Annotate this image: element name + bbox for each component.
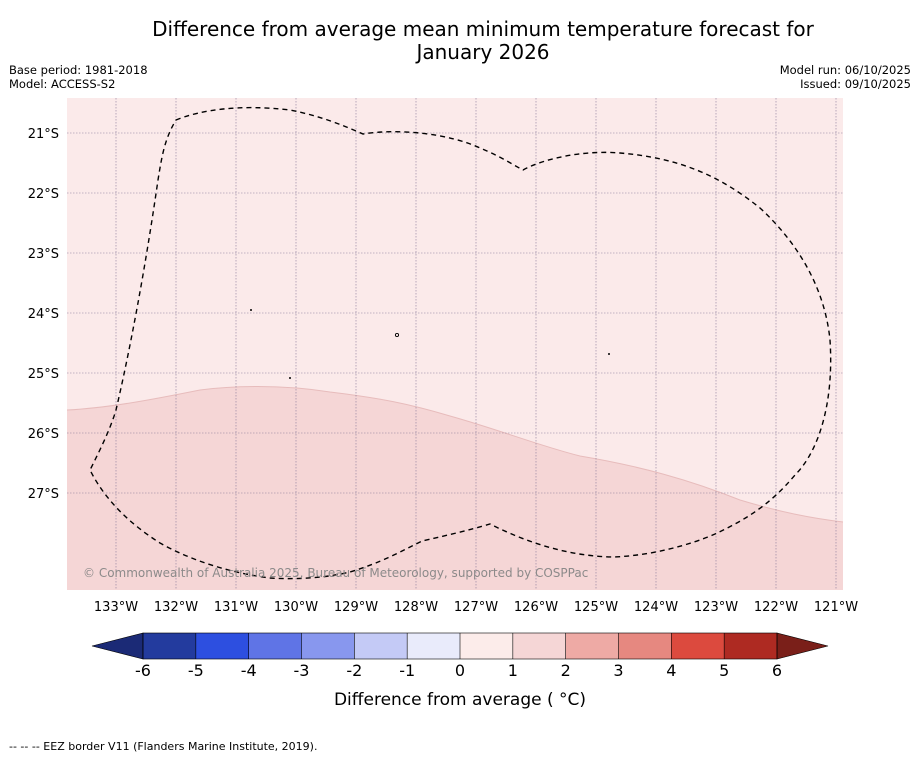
colorbar-tick-label: 0 <box>455 661 465 680</box>
lat-label: 25°S <box>28 367 59 382</box>
colorbar-segment <box>301 633 355 659</box>
colorbar-tick-label: -3 <box>294 661 310 680</box>
colorbar-segment <box>354 633 408 659</box>
model-run: Model run: 06/10/2025 <box>779 63 911 77</box>
base-period: Base period: 1981-2018 <box>9 63 148 77</box>
title-line-1: Difference from average mean minimum tem… <box>152 17 814 41</box>
colorbar-tick-label: -5 <box>188 661 204 680</box>
colorbar-segment <box>195 633 249 659</box>
gridlines <box>67 98 843 590</box>
colorbar-segment <box>565 633 619 659</box>
colorbar-tick-label: -2 <box>346 661 362 680</box>
colorbar: -6 -5 -4 -3 -2 -1 0 1 2 3 4 5 6 <box>91 632 829 680</box>
colorbar-extend-min <box>91 632 144 660</box>
colorbar-tick-label: -4 <box>241 661 257 680</box>
eez-footnote: -- -- -- EEZ border V11 (Flanders Marine… <box>9 740 318 753</box>
title-line-2: January 2026 <box>416 40 550 64</box>
island-mark <box>289 377 291 379</box>
map-panel <box>66 98 844 590</box>
eez-border <box>89 106 832 580</box>
zone-boundary-line <box>66 386 844 523</box>
lat-label: 26°S <box>28 427 59 442</box>
lon-label: 128°W <box>394 600 438 615</box>
lon-label: 130°W <box>274 600 318 615</box>
colorbar-tick-label: 2 <box>561 661 571 680</box>
colorbar-tick-label: 4 <box>666 661 676 680</box>
lat-label: 23°S <box>28 247 59 262</box>
lon-label: 121°W <box>814 600 858 615</box>
lon-labels: 133°W 132°W 131°W 130°W 129°W 128°W 127°… <box>94 600 858 615</box>
lon-label: 133°W <box>94 600 138 615</box>
colorbar-segment <box>671 633 725 659</box>
island-mark <box>250 309 252 311</box>
lon-label: 131°W <box>214 600 258 615</box>
colorbar-segment <box>407 633 461 659</box>
colorbar-tick-label: -6 <box>135 661 151 680</box>
colorbar-segment <box>618 633 672 659</box>
colorbar-label: Difference from average ( °C) <box>334 690 586 710</box>
colorbar-segment <box>724 633 778 659</box>
lat-label: 24°S <box>28 307 59 322</box>
meta-right: Model run: 06/10/2025 Issued: 09/10/2025 <box>780 63 911 91</box>
lon-label: 132°W <box>154 600 198 615</box>
lon-label: 126°W <box>514 600 558 615</box>
colorbar-tick-label: 6 <box>772 661 782 680</box>
lon-label: 122°W <box>754 600 798 615</box>
lon-label: 124°W <box>634 600 678 615</box>
colorbar-segment <box>143 633 197 659</box>
lat-labels: 21°S 22°S 23°S 24°S 25°S 26°S 27°S <box>28 127 59 502</box>
copyright-notice: © Commonwealth of Australia 2025, Bureau… <box>83 566 588 580</box>
zone-lower <box>67 386 843 590</box>
colorbar-tick-label: -1 <box>399 661 415 680</box>
colorbar-segment <box>512 633 566 659</box>
model-name: Model: ACCESS-S2 <box>9 77 116 91</box>
lon-label: 125°W <box>574 600 618 615</box>
issued-date: Issued: 09/10/2025 <box>800 77 911 91</box>
lon-label: 127°W <box>454 600 498 615</box>
lon-label: 123°W <box>694 600 738 615</box>
chart-title: Difference from average mean minimum tem… <box>0 18 919 64</box>
colorbar-extend-max <box>776 632 829 660</box>
island-mark <box>608 353 610 355</box>
lon-label: 129°W <box>334 600 378 615</box>
meta-left: Base period: 1981-2018 Model: ACCESS-S2 <box>9 63 148 91</box>
colorbar-tick-label: 3 <box>613 661 623 680</box>
lat-label: 21°S <box>28 127 59 142</box>
lat-label: 27°S <box>28 487 59 502</box>
island-mark <box>394 332 400 338</box>
colorbar-segment <box>460 633 514 659</box>
colorbar-tick-label: 5 <box>719 661 729 680</box>
islands <box>250 309 610 379</box>
colorbar-segment <box>248 633 302 659</box>
lat-label: 22°S <box>28 187 59 202</box>
colorbar-tick-label: 1 <box>508 661 518 680</box>
